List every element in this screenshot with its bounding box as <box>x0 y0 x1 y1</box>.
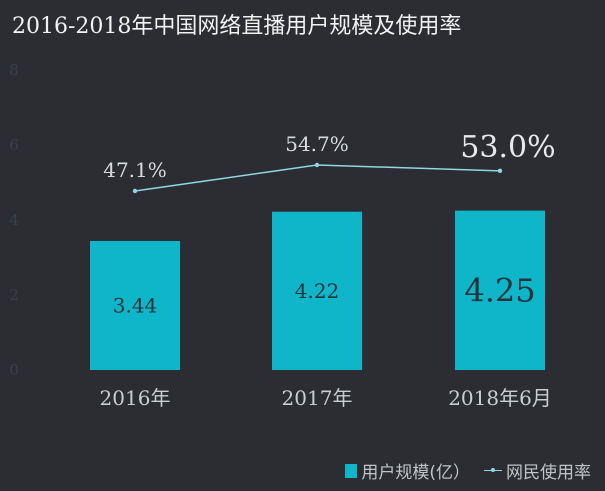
chart-legend: 用户规模(亿） 网民使用率 <box>345 458 591 483</box>
bar-swatch-icon <box>345 463 358 478</box>
y-tick-label: 6 <box>9 136 19 154</box>
rate-point <box>314 162 320 168</box>
y-tick-label: 2 <box>9 286 19 304</box>
bar-value-label: 3.44 <box>113 294 158 318</box>
bar-value-label: 4.22 <box>295 279 340 303</box>
bar <box>455 210 545 370</box>
legend-item-users: 用户规模(亿） <box>345 458 470 483</box>
rate-value-label: 54.7% <box>285 132 349 156</box>
legend-item-rate: 网民使用率 <box>484 458 591 483</box>
x-tick-label: 2018年6月 <box>448 386 552 410</box>
chart-title: 2016-2018年中国网络直播用户规模及使用率 <box>12 14 462 39</box>
line-swatch-icon <box>484 466 502 476</box>
rate-point <box>497 168 503 174</box>
rate-value-label: 53.0% <box>460 130 555 165</box>
rate-value-label: 47.1% <box>103 158 167 182</box>
x-tick-label: 2017年 <box>282 386 353 410</box>
x-tick-label: 2016年 <box>100 386 171 410</box>
rate-line <box>134 164 501 192</box>
legend-label-rate: 网民使用率 <box>506 463 591 483</box>
bar <box>272 211 362 370</box>
rate-point <box>132 188 138 194</box>
y-tick-label: 0 <box>9 361 19 379</box>
bar <box>90 241 180 370</box>
legend-label-users: 用户规模(亿） <box>361 463 470 483</box>
y-tick-label: 4 <box>9 211 19 229</box>
y-tick-label: 8 <box>9 61 19 79</box>
bar-value-label: 4.25 <box>464 271 535 309</box>
